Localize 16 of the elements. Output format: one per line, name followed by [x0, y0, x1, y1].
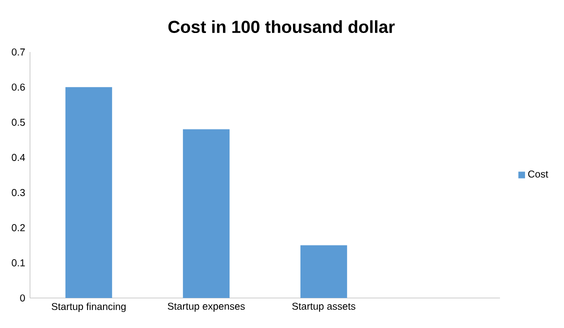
y-tick-label: 0.1 — [12, 259, 25, 266]
y-tick-label: 0.5 — [12, 118, 25, 126]
y-tick-label: 0.2 — [12, 224, 25, 232]
y-tick-label: 0.7 — [12, 48, 25, 56]
bar — [300, 245, 348, 298]
y-tick-label: 0.4 — [12, 154, 26, 161]
bar — [65, 87, 112, 298]
chart-title: Cost in 100 thousand dollar — [168, 20, 395, 34]
x-tick-label: Startup financing — [52, 302, 126, 312]
y-tick-label: 0 — [20, 294, 25, 302]
legend-label: Cost — [528, 170, 548, 178]
y-tick-label: 0.6 — [12, 84, 25, 91]
x-tick-label: Startup expenses — [168, 302, 245, 312]
bar — [182, 129, 230, 298]
x-tick-label: Startup assets — [292, 302, 356, 312]
y-tick-label: 0.3 — [12, 189, 25, 196]
